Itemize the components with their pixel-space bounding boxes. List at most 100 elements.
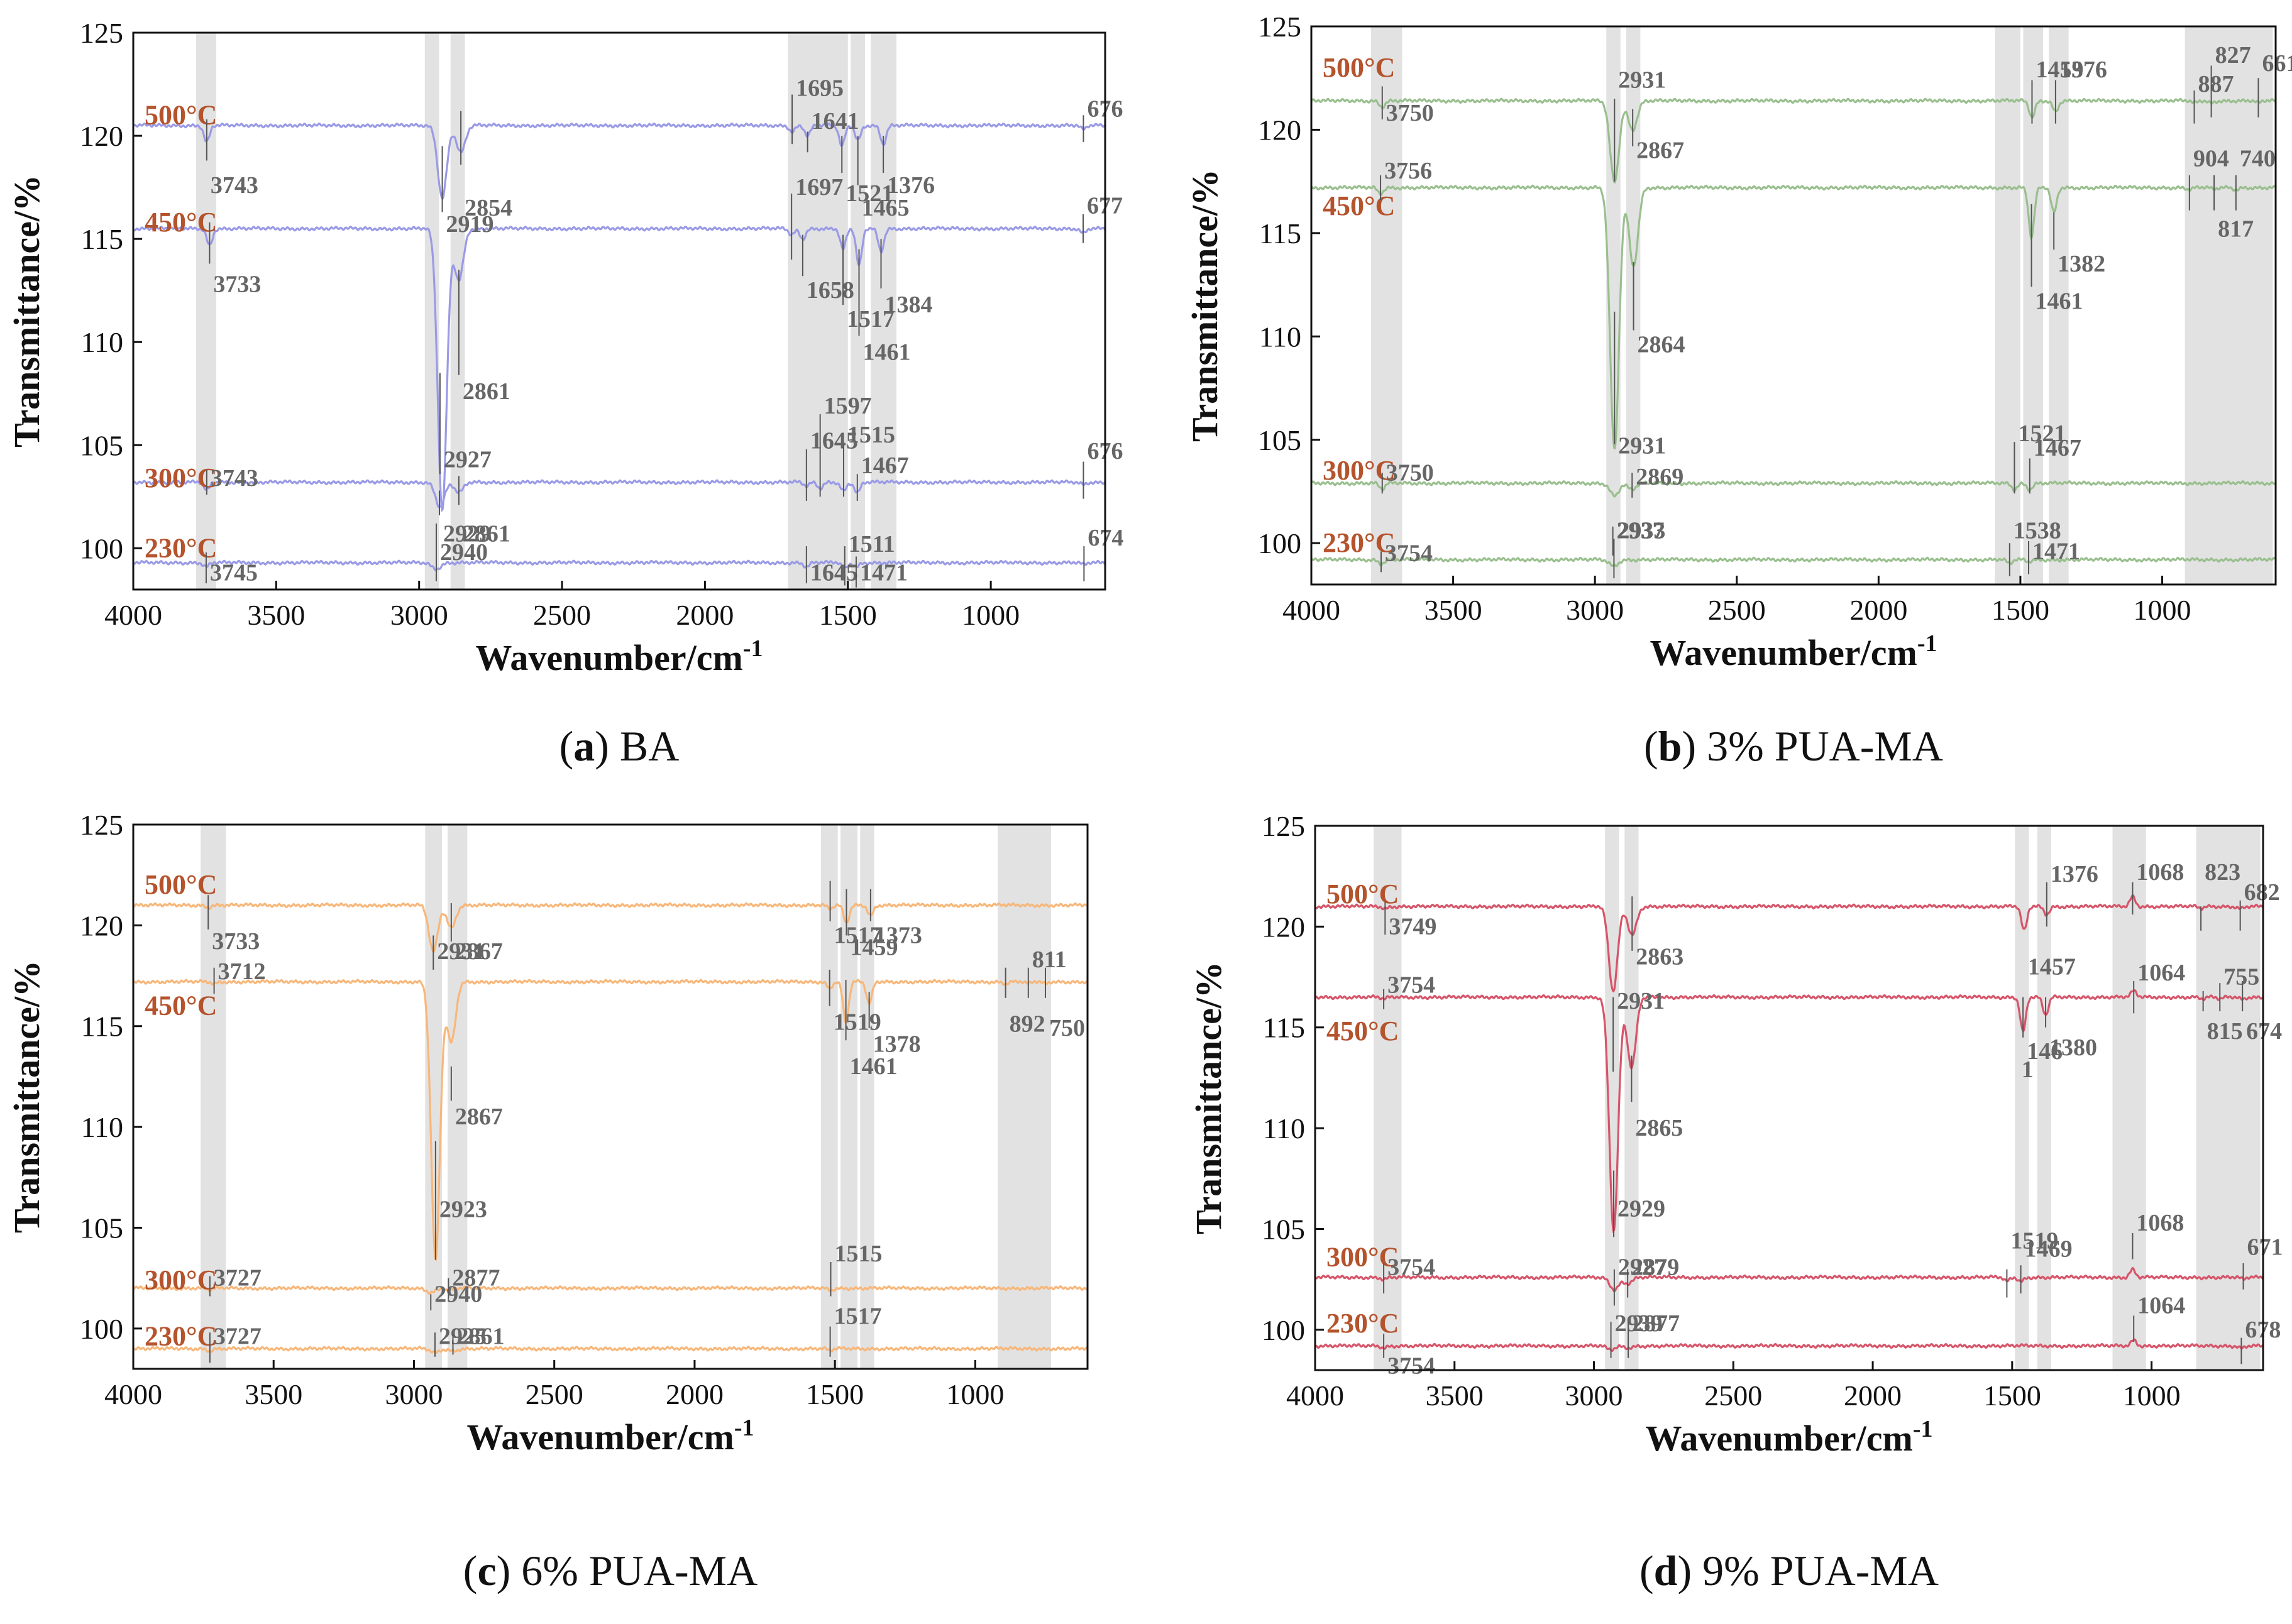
peak-label: 1519	[834, 1009, 881, 1035]
peak-label: 3743	[211, 465, 258, 491]
y-axis-title: Transmittance/%	[1184, 169, 1225, 442]
peak-label: 1515	[847, 422, 895, 448]
y-tick-label: 125	[1258, 11, 1301, 43]
spectrum-line-300C	[133, 1285, 1088, 1295]
x-tick-label: 3500	[245, 1378, 302, 1410]
peak-label: 1457	[2028, 954, 2076, 980]
peak-label: 2867	[455, 1104, 503, 1130]
peak-label: 1467	[861, 453, 909, 479]
series-label: 450°C	[145, 207, 217, 238]
peak-label: 1517	[834, 922, 882, 948]
peak-label: 1511	[849, 531, 895, 557]
peak-label: 817	[2218, 216, 2254, 242]
peak-label: 1471	[2032, 538, 2080, 564]
peak-label: 2863	[1636, 943, 1683, 970]
x-tick-label: 1000	[962, 599, 1020, 631]
y-tick-label: 105	[1258, 424, 1301, 456]
peak-label: 1461	[862, 339, 910, 366]
highlight-band	[860, 825, 874, 1369]
spectrum-line-450C	[1311, 184, 2276, 450]
peak-label: 2925	[439, 1324, 487, 1350]
peak-label: 146	[2027, 1038, 2063, 1065]
x-tick-label: 4000	[104, 1378, 162, 1410]
peak-label: 1695	[796, 75, 844, 102]
x-axis-title: Wavenumber/cm-1	[467, 1415, 754, 1457]
y-tick-label: 105	[80, 1212, 123, 1244]
highlight-band	[2023, 26, 2044, 584]
peak-label: 2867	[455, 938, 503, 965]
highlight-band	[998, 825, 1051, 1369]
spectrum-line-450C	[133, 225, 1105, 512]
peak-label: 1519	[2010, 1228, 2058, 1254]
peak-label: 1380	[2049, 1034, 2097, 1061]
peak-label: 2931	[1617, 988, 1665, 1014]
spectrum-line-300C	[133, 479, 1105, 508]
peak-label: 1521	[2018, 420, 2066, 447]
peak-label: 3750	[1386, 100, 1434, 126]
series-label: 300°C	[1323, 455, 1395, 486]
spectrum-line-230C	[133, 1346, 1088, 1354]
peak-label: 3727	[214, 1324, 262, 1350]
y-tick-label: 100	[1262, 1314, 1305, 1346]
peak-label: 2929	[1617, 1195, 1665, 1222]
spectrum-line-500C	[1315, 894, 2263, 993]
peak-label: 2923	[439, 1197, 487, 1223]
peak-label: 661	[2262, 50, 2292, 77]
peak-label: 2927	[1618, 1254, 1666, 1280]
peak-label: 1645	[810, 428, 858, 454]
peak-label: 887	[2198, 71, 2234, 97]
series-label: 450°C	[1326, 1016, 1399, 1046]
peak-label: 1469	[2025, 1236, 2073, 1263]
y-tick-label: 105	[1262, 1213, 1305, 1245]
peak-label: 1515	[834, 1241, 882, 1267]
x-tick-label: 1000	[2134, 594, 2191, 626]
series-label: 300°C	[145, 1265, 217, 1295]
peak-label: 1384	[885, 292, 933, 318]
peak-label: 2864	[1638, 331, 1685, 358]
peak-label: 827	[2215, 42, 2251, 69]
x-tick-label: 2000	[676, 599, 734, 631]
x-tick-label: 1500	[806, 1378, 864, 1410]
spectrum-line-500C	[133, 902, 1088, 953]
x-axis-title: Wavenumber/cm-1	[1650, 630, 1937, 673]
peak-label: 3750	[1386, 459, 1434, 486]
x-tick-label: 1500	[819, 599, 877, 631]
series-label: 450°C	[1323, 190, 1395, 221]
highlight-band	[450, 33, 465, 590]
peak-label: 1459	[850, 935, 898, 961]
x-tick-label: 1000	[2123, 1380, 2181, 1412]
highlight-band	[2037, 826, 2051, 1370]
peak-label: 2867	[1636, 137, 1684, 163]
peak-label: 1658	[807, 277, 854, 304]
panel-caption: (d) 9% PUA-MA	[1639, 1547, 1939, 1594]
y-tick-label: 115	[1259, 217, 1301, 250]
y-tick-label: 115	[81, 223, 123, 255]
y-tick-label: 100	[1258, 527, 1301, 559]
y-tick-label: 105	[80, 429, 123, 461]
peak-label: 2931	[437, 938, 485, 965]
peak-label: 1597	[824, 393, 872, 419]
peak-label: 3749	[1389, 913, 1436, 940]
y-tick-label: 115	[81, 1011, 123, 1043]
x-tick-label: 3500	[1424, 594, 1482, 626]
x-axis-title: Wavenumber/cm-1	[476, 635, 763, 678]
peak-label: 2861	[463, 520, 510, 547]
peak-label: 2931	[1618, 67, 1666, 94]
peak-label: 3754	[1387, 1353, 1435, 1380]
peak-label: 755	[2223, 964, 2259, 990]
peak-label: 1376	[2059, 57, 2107, 83]
panel-caption: (a) BA	[559, 722, 680, 770]
peak-label: 3745	[210, 560, 258, 586]
y-tick-label: 100	[80, 1313, 123, 1345]
peak-label: 1068	[2136, 859, 2184, 886]
peak-label: 3754	[1387, 972, 1435, 998]
panel-d: 500°C 450°C 300°C 230°C 3749 2863 1457 1376 1068…	[1188, 810, 2283, 1594]
series-label: 230°C	[145, 1321, 217, 1352]
peak-label: 2940	[434, 1281, 482, 1307]
x-tick-label: 1500	[1992, 594, 2049, 626]
x-tick-label: 3000	[1565, 1380, 1623, 1412]
peak-label: 2869	[1636, 464, 1683, 490]
peak-label: 3754	[1387, 1254, 1435, 1280]
peak-label: 1517	[834, 1303, 882, 1330]
